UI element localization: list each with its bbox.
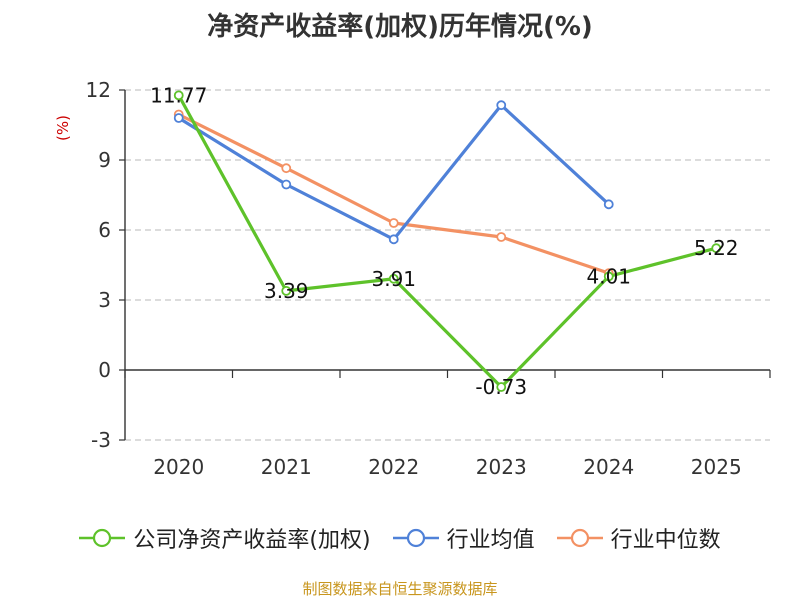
y-tick-label: -3 <box>91 428 111 452</box>
data-label: -0.73 <box>475 375 527 399</box>
legend-swatch <box>392 528 439 548</box>
legend-label: 行业均值 <box>446 528 535 553</box>
series-line <box>177 112 611 275</box>
data-point <box>603 271 614 282</box>
data-label: 3.39 <box>264 279 309 303</box>
x-tick-label: 2025 <box>691 455 742 479</box>
y-tick-label: 12 <box>86 78 111 102</box>
y-tick-label: 0 <box>98 358 111 382</box>
grid-lines <box>125 89 770 441</box>
data-point <box>603 199 614 210</box>
legend-swatch <box>79 528 126 548</box>
data-point <box>711 243 722 254</box>
y-tick-label: 3 <box>98 288 111 312</box>
data-point <box>496 232 507 242</box>
series-markers <box>173 90 722 392</box>
data-point <box>281 179 292 190</box>
data-label: 5.22 <box>694 236 739 260</box>
data-point <box>388 234 399 245</box>
x-tick-label: 2022 <box>368 455 419 479</box>
data-point <box>281 163 292 174</box>
legend-swatch <box>556 528 603 548</box>
data-point <box>496 382 507 392</box>
legend-label: 行业中位数 <box>610 528 721 553</box>
x-tick-label: 2024 <box>583 455 634 479</box>
y-tick-label: 6 <box>98 218 111 242</box>
chart-title: 净资产收益率(加权)历年情况(%) <box>207 12 593 42</box>
data-point <box>173 113 184 123</box>
data-point <box>388 218 399 228</box>
data-label: 4.01 <box>586 264 631 288</box>
data-label: 11.77 <box>150 83 207 107</box>
y-tick-label: 9 <box>98 148 111 172</box>
axes: -3 0 3 6 9 12 2020 2021 2022 2023 2024 2025 <box>86 78 771 479</box>
legend-item[interactable]: 行业均值 <box>392 522 535 554</box>
data-point <box>388 273 399 284</box>
series-lines <box>177 93 718 389</box>
y-axis-label: (%) <box>54 115 72 141</box>
series-line <box>177 93 718 389</box>
legend-item[interactable]: 行业中位数 <box>556 522 721 554</box>
data-point <box>281 285 292 296</box>
data-point <box>496 100 507 111</box>
data-label: 3.91 <box>371 267 416 291</box>
x-tick-label: 2021 <box>261 455 312 479</box>
data-labels: 11.77 3.39 3.91 -0.73 4.01 5.22 <box>150 83 738 399</box>
legend-label: 公司净资产收益率(加权) <box>133 528 371 553</box>
data-point <box>173 90 184 101</box>
x-tick-label: 2020 <box>153 455 204 479</box>
source-note: 制图数据来自恒生聚源数据库 <box>302 580 498 598</box>
legend-item[interactable]: 公司净资产收益率(加权) <box>79 522 371 554</box>
x-tick-label: 2023 <box>476 455 527 479</box>
legend: 公司净资产收益率(加权) 行业均值 行业中位数 <box>0 518 800 558</box>
